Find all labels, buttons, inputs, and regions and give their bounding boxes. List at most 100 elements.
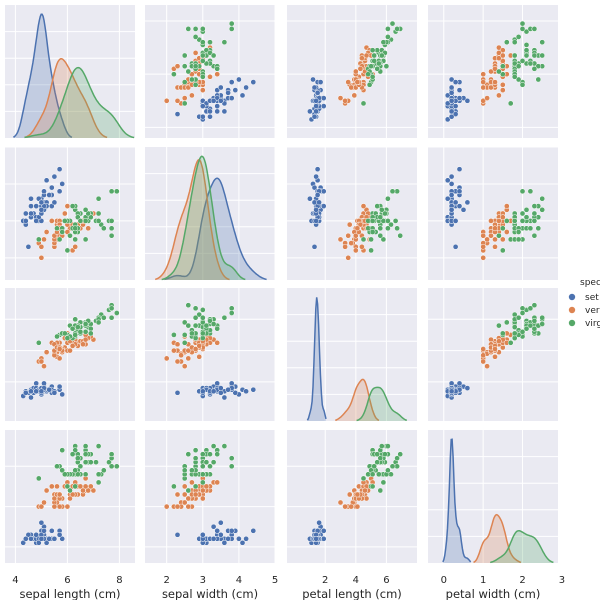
- scatter-point-virg: [228, 26, 235, 32]
- scatter-point-ver: [181, 95, 188, 101]
- scatter-point-virg: [199, 463, 206, 470]
- scatter-point-set: [217, 84, 224, 91]
- scatter-point-set: [59, 535, 66, 542]
- scatter-point-set: [448, 181, 455, 187]
- scatter-point-ver: [56, 503, 63, 510]
- x-tick-label: 2: [519, 575, 525, 586]
- scatter-point-virg: [108, 305, 115, 312]
- scatter-point-set: [448, 380, 455, 387]
- scatter-point-set: [448, 76, 455, 83]
- scatter-point-ver: [64, 503, 71, 510]
- scatter-point-set: [232, 389, 239, 396]
- scatter-point-virg: [539, 321, 546, 327]
- scatter-point-ver: [69, 343, 76, 349]
- scatter-point-ver: [492, 243, 498, 250]
- scatter-point-virg: [74, 455, 81, 462]
- scatter-point-set: [33, 203, 40, 209]
- kde-fill-ver: [24, 58, 108, 138]
- scatter-point-set: [311, 113, 318, 120]
- scatter-point-virg: [377, 487, 384, 494]
- scatter-point-virg: [72, 332, 79, 338]
- scatter-point-virg: [539, 52, 546, 59]
- scatter-point-ver: [192, 346, 199, 352]
- scatter-point-virg: [527, 225, 534, 232]
- scatter-point-ver: [181, 499, 188, 506]
- scatter-point-set: [452, 103, 459, 109]
- scatter-point-set: [452, 199, 459, 206]
- scatter-point-ver: [51, 352, 58, 359]
- legend-label-ver: ver: [585, 306, 600, 316]
- scatter-point-virg: [95, 218, 102, 224]
- scatter-point-virg: [394, 225, 400, 232]
- kde-line-ver: [473, 513, 522, 564]
- scatter-point-set: [313, 206, 319, 213]
- scatter-point-virg: [72, 225, 79, 232]
- scatter-point-set: [221, 394, 228, 401]
- x-tick-label: 4: [353, 575, 359, 586]
- scatter-point-virg: [499, 225, 506, 232]
- scatter-point-virg: [95, 195, 102, 202]
- scatter-point-virg: [199, 52, 206, 59]
- scatter-point-virg: [210, 52, 217, 59]
- panel-sepal-length-vs-sepal-length: [5, 5, 135, 139]
- scatter-point-set: [236, 76, 242, 83]
- scatter-point-ver: [488, 336, 494, 343]
- scatter-point-ver: [61, 210, 68, 217]
- scatter-point-set: [311, 243, 318, 250]
- scatter-point-set: [48, 184, 55, 191]
- scatter-point-ver: [185, 495, 192, 502]
- scatter-point-virg: [371, 52, 378, 59]
- scatter-point-virg: [539, 39, 546, 46]
- scatter-point-ver: [352, 247, 359, 254]
- scatter-point-set: [311, 84, 318, 91]
- scatter-point-virg: [221, 314, 228, 321]
- scatter-point-virg: [531, 210, 538, 217]
- scatter-point-virg: [72, 316, 79, 323]
- scatter-point-ver: [214, 71, 221, 78]
- scatter-point-virg: [181, 79, 188, 85]
- scatter-point-virg: [228, 455, 235, 462]
- scatter-point-virg: [35, 339, 42, 346]
- scatter-point-set: [214, 108, 221, 115]
- scatter-point-ver: [82, 336, 89, 343]
- scatter-point-ver: [48, 218, 55, 224]
- scatter-point-virg: [108, 188, 115, 195]
- scatter-point-set: [250, 527, 257, 534]
- scatter-point-virg: [523, 206, 530, 213]
- scatter-point-set: [313, 218, 319, 224]
- scatter-point-virg: [519, 81, 526, 88]
- scatter-point-set: [456, 166, 463, 173]
- scatter-point-set: [313, 103, 319, 109]
- scatter-point-virg: [82, 328, 89, 335]
- scatter-point-virg: [378, 443, 385, 449]
- scatter-point-ver: [85, 487, 92, 494]
- scatter-point-set: [174, 531, 181, 538]
- scatter-point-ver: [174, 97, 181, 104]
- scatter-point-virg: [515, 63, 522, 70]
- scatter-point-ver: [337, 236, 344, 243]
- scatter-point-set: [28, 203, 34, 209]
- scatter-point-set: [452, 243, 459, 250]
- scatter-point-set: [311, 184, 318, 191]
- kde-line-set: [306, 297, 327, 421]
- scatter-point-virg: [385, 26, 391, 32]
- scatter-point-set: [46, 192, 53, 198]
- kde-fill-ver: [155, 159, 230, 280]
- scatter-point-ver: [480, 352, 487, 359]
- scatter-point-virg: [511, 52, 518, 59]
- scatter-point-ver: [214, 479, 221, 486]
- scatter-point-ver: [499, 236, 506, 243]
- scatter-point-virg: [199, 26, 206, 32]
- scatter-point-virg: [515, 76, 522, 83]
- scatter-point-ver: [480, 346, 487, 352]
- scatter-point-set: [28, 195, 34, 202]
- scatter-point-virg: [199, 451, 206, 458]
- scatter-point-ver: [354, 225, 361, 232]
- scatter-point-ver: [174, 503, 181, 510]
- scatter-point-ver: [354, 79, 361, 85]
- scatter-point-virg: [82, 443, 89, 449]
- scatter-point-ver: [503, 203, 510, 209]
- panel-petal-length-vs-petal-length: [287, 288, 417, 422]
- scatter-point-set: [448, 206, 455, 213]
